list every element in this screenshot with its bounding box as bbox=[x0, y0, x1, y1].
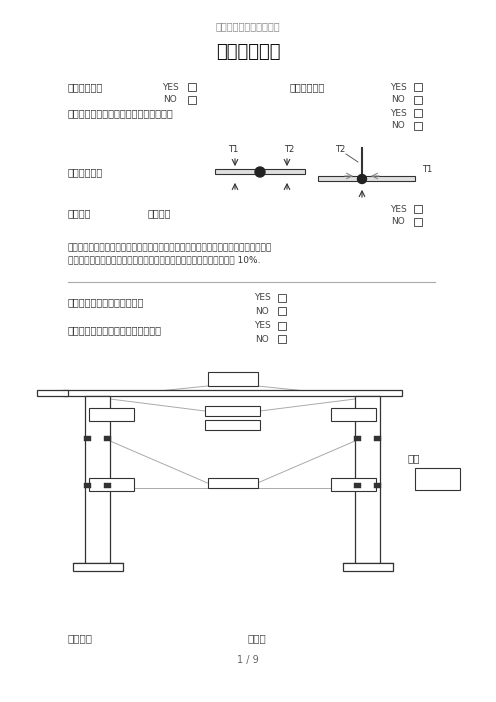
Bar bbox=[415, 468, 460, 490]
Bar bbox=[414, 205, 422, 213]
Bar bbox=[72, 563, 123, 571]
Bar bbox=[207, 478, 257, 488]
Text: 咬边是否修补: 咬边是否修补 bbox=[68, 82, 103, 92]
Text: 无损探伤根据图纸及有关标准另外给出无损探伤报告所有开坡口焊缝必须做无损探伤，: 无损探伤根据图纸及有关标准另外给出无损探伤报告所有开坡口焊缝必须做无损探伤， bbox=[68, 244, 272, 253]
Bar bbox=[355, 396, 380, 563]
Text: 对接及熔透焊: 对接及熔透焊 bbox=[68, 167, 103, 177]
Bar bbox=[37, 390, 68, 396]
Bar bbox=[205, 406, 260, 416]
Bar bbox=[205, 420, 260, 430]
Bar bbox=[215, 169, 305, 174]
Bar bbox=[89, 408, 134, 421]
Bar bbox=[374, 483, 381, 488]
Text: T2: T2 bbox=[284, 145, 294, 154]
Bar bbox=[374, 436, 381, 441]
Text: NO: NO bbox=[163, 95, 177, 105]
Circle shape bbox=[255, 167, 265, 177]
Text: YES: YES bbox=[162, 83, 179, 91]
Text: 如果图纸未标明无损探伤百分比，科尼起重机公司标准要求必须不少于 10%.: 如果图纸未标明无损探伤百分比，科尼起重机公司标准要求必须不少于 10%. bbox=[68, 256, 260, 265]
Bar bbox=[318, 176, 415, 181]
Bar bbox=[343, 563, 392, 571]
Text: 电焊检验报告: 电焊检验报告 bbox=[216, 43, 280, 61]
Text: 清除飞溅，打磨，其它缺陷修补是否完成: 清除飞溅，打磨，其它缺陷修补是否完成 bbox=[68, 108, 174, 118]
Bar bbox=[278, 322, 286, 330]
Text: NO: NO bbox=[391, 218, 405, 227]
Bar bbox=[414, 109, 422, 117]
Text: YES: YES bbox=[390, 109, 406, 117]
Text: T2: T2 bbox=[335, 145, 345, 154]
Text: 箱形内焊缝是否符合技术要求: 箱形内焊缝是否符合技术要求 bbox=[68, 297, 144, 307]
Bar bbox=[414, 96, 422, 104]
Text: 腹板加固角钢和箱板槽间距是否相等: 腹板加固角钢和箱板槽间距是否相等 bbox=[68, 325, 162, 335]
Bar bbox=[63, 390, 402, 396]
Text: 焊缝是否包角: 焊缝是否包角 bbox=[290, 82, 325, 92]
Bar bbox=[84, 436, 91, 441]
Text: 外观检查: 外观检查 bbox=[68, 208, 91, 218]
Bar bbox=[414, 122, 422, 130]
Bar bbox=[85, 396, 110, 563]
Text: NO: NO bbox=[391, 121, 405, 131]
Text: 起重机出厂检验报告格式: 起重机出厂检验报告格式 bbox=[216, 21, 280, 31]
Bar bbox=[354, 483, 361, 488]
Bar bbox=[414, 83, 422, 91]
Bar bbox=[188, 96, 196, 104]
Bar bbox=[331, 408, 376, 421]
Bar bbox=[84, 483, 91, 488]
Text: T1: T1 bbox=[228, 145, 238, 154]
Text: YES: YES bbox=[390, 204, 406, 213]
Text: T1: T1 bbox=[422, 165, 432, 174]
Bar bbox=[278, 307, 286, 315]
Text: 是否合格: 是否合格 bbox=[148, 208, 172, 218]
Bar bbox=[278, 294, 286, 302]
Bar bbox=[414, 218, 422, 226]
Text: NO: NO bbox=[255, 307, 269, 315]
Bar bbox=[104, 483, 111, 488]
Bar bbox=[188, 83, 196, 91]
Text: YES: YES bbox=[253, 322, 270, 331]
Bar bbox=[89, 478, 134, 491]
Text: YES: YES bbox=[390, 83, 406, 91]
Bar bbox=[354, 436, 361, 441]
Bar bbox=[331, 478, 376, 491]
Text: 质检员：: 质检员： bbox=[68, 633, 93, 643]
Text: YES: YES bbox=[253, 293, 270, 303]
Text: NO: NO bbox=[391, 95, 405, 105]
Bar bbox=[278, 335, 286, 343]
Text: 1 / 9: 1 / 9 bbox=[237, 655, 259, 665]
Text: 日期：: 日期： bbox=[248, 633, 267, 643]
Bar bbox=[207, 372, 257, 386]
Text: 走台: 走台 bbox=[407, 453, 420, 463]
Text: NO: NO bbox=[255, 334, 269, 343]
Bar bbox=[104, 436, 111, 441]
Circle shape bbox=[358, 175, 367, 183]
